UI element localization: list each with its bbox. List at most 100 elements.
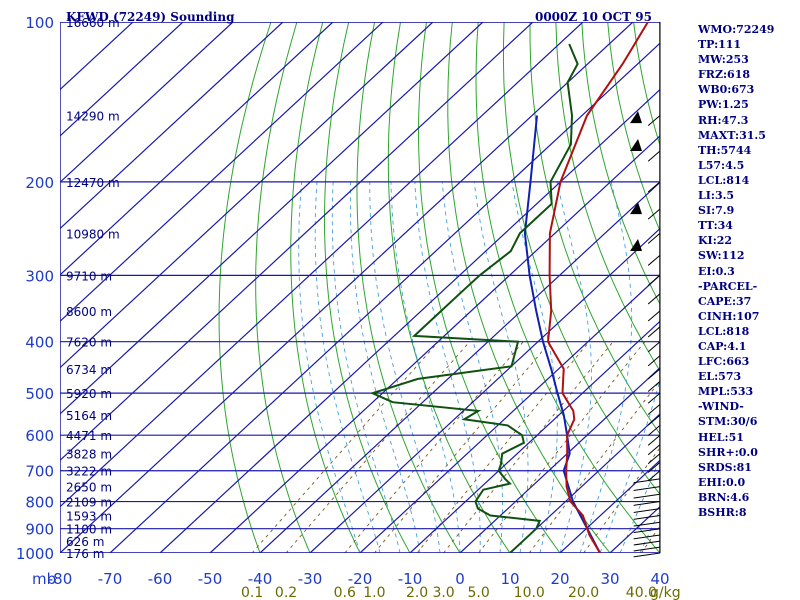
- isotherm: [60, 22, 284, 230]
- pressure-label-400: 400: [25, 334, 54, 352]
- wind-barb: [633, 508, 661, 513]
- mixing-ratio-label: 40.0: [626, 585, 657, 600]
- temperature-trace: [546, 22, 649, 553]
- index-item: EI:0.3: [698, 264, 735, 278]
- wind-barb: [647, 232, 661, 244]
- index-item: WB0:673: [698, 83, 755, 97]
- wind-barb: [647, 355, 661, 367]
- isotherm: [509, 413, 660, 553]
- temperature-tick-label: 20: [550, 570, 569, 588]
- index-item: LI:3.5: [698, 189, 735, 203]
- index-item: -WIND-: [698, 400, 744, 414]
- mixing-ratio-label: 0.1: [241, 585, 263, 600]
- wind-barb: [633, 478, 661, 484]
- wind-barb: [647, 461, 661, 473]
- wind-barb: [633, 546, 661, 552]
- temperature-tick-label: 10: [500, 570, 519, 588]
- dry-adiabat: [555, 22, 660, 372]
- index-item: CAP:4.1: [698, 339, 747, 353]
- height-label: 9710 m: [66, 269, 112, 283]
- height-label: 3828 m: [66, 448, 112, 462]
- diagram-grid: [60, 22, 660, 553]
- index-item: STM:30/6: [698, 415, 758, 429]
- wind-barb: [633, 501, 661, 506]
- wind-barb: [647, 254, 661, 266]
- height-label: 3222 m: [66, 465, 112, 479]
- index-item: MW:253: [698, 53, 749, 67]
- wind-pennant: [630, 239, 642, 252]
- index-item: TT:34: [698, 219, 733, 233]
- wind-barb: [647, 444, 661, 456]
- height-label: 14290 m: [66, 110, 120, 124]
- isotherm: [60, 22, 434, 369]
- isotherm: [60, 22, 584, 508]
- index-item: BSHR:8: [698, 506, 747, 519]
- index-item: HEL:51: [698, 430, 744, 444]
- index-item: SW:112: [698, 249, 745, 263]
- dry-adiabat: [581, 22, 660, 306]
- index-item: CAPE:37: [698, 294, 752, 308]
- height-label: 10980 m: [66, 227, 120, 241]
- height-label: 8600 m: [66, 305, 112, 319]
- pressure-label-200: 200: [25, 174, 54, 192]
- pressure-label-300: 300: [25, 267, 54, 285]
- index-item: L57:4.5: [698, 158, 745, 172]
- wind-barb: [633, 486, 661, 491]
- dry-adiabat: [503, 22, 660, 496]
- wind-barb: [647, 392, 661, 404]
- isotherm: [309, 227, 660, 553]
- pressure-label-100: 100: [25, 14, 54, 32]
- pressure-unit-label: mb: [32, 570, 56, 588]
- index-item: MAXT:31.5: [698, 128, 766, 142]
- moist-adiabat: [441, 181, 504, 553]
- parcel-trace: [523, 115, 601, 553]
- dewpoint-trace: [369, 43, 579, 553]
- wind-barb: [633, 534, 661, 540]
- temperature-tick-label: -50: [198, 570, 223, 588]
- index-item: -PARCEL-: [698, 279, 758, 293]
- mixing-ratio-label: 5.0: [467, 585, 489, 600]
- wind-barb: [647, 293, 661, 305]
- moist-adiabat: [619, 457, 660, 553]
- wind-barb: [647, 470, 661, 482]
- mixing-ratio-label: 20.0: [568, 585, 599, 600]
- temperature-tick-label: -40: [248, 570, 273, 588]
- isotherm: [459, 366, 660, 553]
- pressure-label-1000: 1000: [16, 545, 54, 563]
- dry-adiabat: [417, 22, 561, 553]
- wind-barb: [647, 453, 661, 465]
- isotherm: [259, 181, 660, 553]
- wind-barb: [647, 310, 661, 322]
- height-label: 7620 m: [66, 336, 112, 350]
- height-label: 176 m: [66, 547, 104, 561]
- dry-adiabat: [387, 22, 511, 553]
- isotherm: [209, 135, 660, 553]
- temperature-tick-label: 40: [650, 570, 669, 588]
- isotherm: [60, 22, 634, 553]
- index-item: EL:573: [698, 370, 742, 384]
- wind-barb: [633, 540, 661, 546]
- pressure-label-500: 500: [25, 385, 54, 403]
- wind-barb: [647, 208, 661, 220]
- dry-adiabat: [255, 22, 311, 553]
- isotherm: [60, 22, 484, 415]
- sounding-profiles: [369, 22, 649, 553]
- stability-indices-panel: WMO:72249 TP:111 MW:253 FRZ:618 WB0:673 PW:1.…: [698, 22, 798, 520]
- pressure-label-900: 900: [25, 521, 54, 539]
- wind-pennant: [630, 111, 642, 124]
- mixing-ratio-label: 0.2: [275, 585, 297, 600]
- mixing-ratio-label: 2.0: [406, 585, 428, 600]
- index-item: CINH:107: [698, 309, 760, 323]
- dry-adiabat: [356, 22, 461, 553]
- index-item: KI:22: [698, 234, 733, 248]
- mixing-ratio-label: 3.0: [432, 585, 454, 600]
- height-label: 2109 m: [66, 496, 112, 510]
- chart-title: KFWD (72249) Sounding: [66, 10, 235, 24]
- index-item: PW:1.25: [698, 98, 749, 112]
- index-item: SRDS:81: [698, 460, 752, 474]
- pressure-label-600: 600: [25, 427, 54, 445]
- wind-barb: [647, 341, 661, 353]
- index-item: RH:47.3: [698, 113, 749, 127]
- isotherm: [60, 22, 534, 462]
- index-item: FRZ:618: [698, 68, 751, 82]
